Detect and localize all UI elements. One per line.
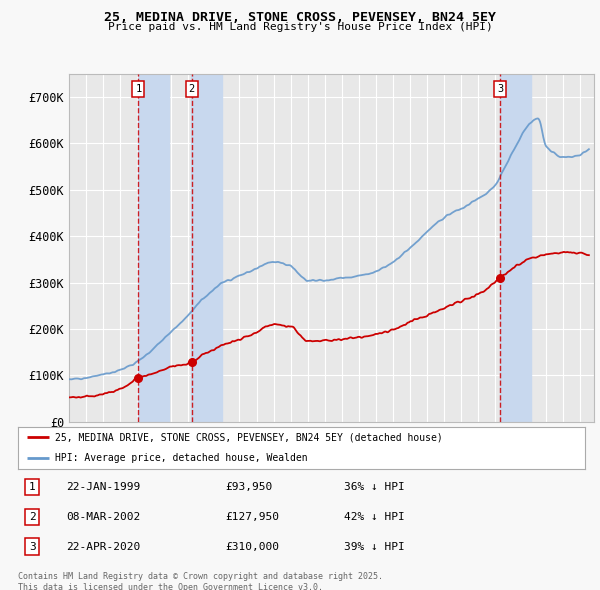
Bar bbox=[137, 74, 169, 422]
Text: 22-APR-2020: 22-APR-2020 bbox=[66, 542, 140, 552]
Text: 1: 1 bbox=[135, 84, 142, 94]
Text: 42% ↓ HPI: 42% ↓ HPI bbox=[344, 512, 405, 522]
Text: HPI: Average price, detached house, Wealden: HPI: Average price, detached house, Weal… bbox=[55, 454, 307, 463]
Text: 3: 3 bbox=[29, 542, 35, 552]
Bar bbox=[191, 74, 222, 422]
Bar bbox=[500, 74, 531, 422]
Text: Contains HM Land Registry data © Crown copyright and database right 2025.
This d: Contains HM Land Registry data © Crown c… bbox=[18, 572, 383, 590]
Text: £310,000: £310,000 bbox=[225, 542, 279, 552]
Text: 2: 2 bbox=[29, 512, 35, 522]
Text: 1: 1 bbox=[29, 482, 35, 492]
Text: 36% ↓ HPI: 36% ↓ HPI bbox=[344, 482, 405, 492]
Text: 25, MEDINA DRIVE, STONE CROSS, PEVENSEY, BN24 5EY (detached house): 25, MEDINA DRIVE, STONE CROSS, PEVENSEY,… bbox=[55, 432, 443, 442]
Text: 3: 3 bbox=[497, 84, 503, 94]
Text: £127,950: £127,950 bbox=[225, 512, 279, 522]
Text: £93,950: £93,950 bbox=[225, 482, 272, 492]
Text: 22-JAN-1999: 22-JAN-1999 bbox=[66, 482, 140, 492]
Text: 2: 2 bbox=[188, 84, 194, 94]
Text: Price paid vs. HM Land Registry's House Price Index (HPI): Price paid vs. HM Land Registry's House … bbox=[107, 22, 493, 32]
Text: 25, MEDINA DRIVE, STONE CROSS, PEVENSEY, BN24 5EY: 25, MEDINA DRIVE, STONE CROSS, PEVENSEY,… bbox=[104, 11, 496, 24]
Text: 08-MAR-2002: 08-MAR-2002 bbox=[66, 512, 140, 522]
Text: 39% ↓ HPI: 39% ↓ HPI bbox=[344, 542, 405, 552]
